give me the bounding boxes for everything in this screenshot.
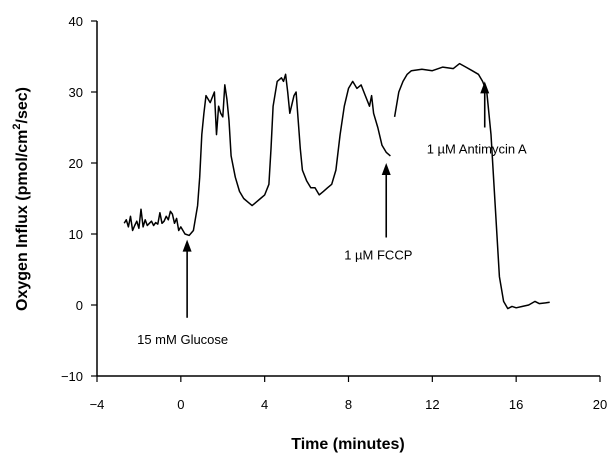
axis-ticks: −4 0 4 8 12 16 20 −10 0 10 20 30 40: [61, 14, 607, 412]
x-tick-label: 16: [509, 397, 523, 412]
annotations: 15 mM Glucose 1 µM FCCP 1 µM Antimycin A: [137, 81, 527, 347]
oxygen-influx-line: [123, 73, 391, 237]
annotation-label: 1 µM FCCP: [344, 248, 412, 263]
y-axis-title-main: Oxygen Influx (pmol/cm: [14, 130, 31, 311]
x-tick-label: 0: [177, 397, 184, 412]
x-axis-title: Time (minutes): [291, 436, 405, 453]
y-axis-title-end: /sec): [14, 87, 31, 123]
annotation-arrow-head: [182, 239, 192, 252]
x-tick-label: 4: [261, 397, 268, 412]
y-axis-title: Oxygen Influx (pmol/cm2/sec): [11, 87, 31, 311]
annotation-arrow-head: [381, 163, 391, 175]
x-tick-label: 8: [345, 397, 352, 412]
y-axis-title-sup: 2: [11, 123, 23, 129]
annotation-label: 1 µM Antimycin A: [427, 142, 527, 157]
oxygen-influx-line: [393, 62, 550, 310]
annotation-arrow-head: [480, 81, 490, 94]
x-tick-label: 20: [593, 397, 607, 412]
x-tick-label: −4: [90, 397, 105, 412]
y-tick-label: −10: [61, 369, 83, 384]
x-tick-label: 12: [425, 397, 439, 412]
y-tick-label: 0: [76, 298, 83, 313]
y-tick-label: 40: [69, 14, 83, 29]
y-tick-label: 20: [69, 156, 83, 171]
annotation-label: 15 mM Glucose: [137, 332, 228, 347]
y-tick-label: 30: [69, 85, 83, 100]
plot-area: [123, 62, 550, 310]
y-tick-label: 10: [69, 227, 83, 242]
